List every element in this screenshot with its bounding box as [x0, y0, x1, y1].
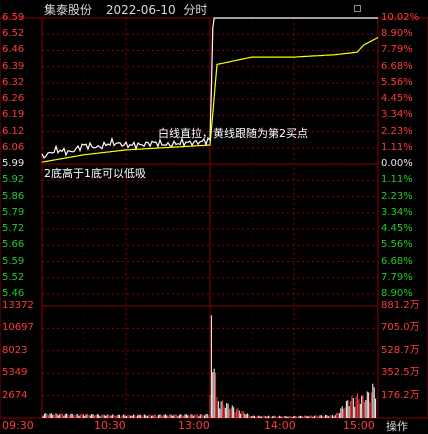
price-tick-label: 5.72 [2, 223, 25, 235]
time-tick-label: 14:00 [264, 419, 296, 432]
percent-tick-label: 7.79% [381, 271, 413, 283]
price-tick-label: 6.26 [2, 93, 25, 105]
time-tick-label: 09:30 [2, 419, 34, 432]
price-tick-label: 6.39 [2, 60, 25, 72]
percent-tick-label: 0.00% [381, 158, 413, 170]
volume-tick-label: 5349 [2, 367, 28, 379]
percent-tick-label: 4.45% [381, 93, 413, 105]
percent-tick-label: 3.34% [381, 109, 413, 121]
price-tick-label: 5.92 [2, 174, 25, 186]
operate-button[interactable]: 操作 [386, 420, 408, 433]
volume-amount-label: 176.2万 [381, 389, 420, 401]
percent-tick-label: 6.68% [381, 60, 413, 72]
chart-mode: 分时 [183, 3, 208, 17]
price-tick-label: 6.06 [2, 141, 25, 153]
price-tick-label: 5.52 [2, 271, 25, 283]
time-tick-label: 15:00 [343, 419, 375, 432]
volume-amount-label: 352.5万 [381, 367, 420, 379]
price-tick-label: 5.66 [2, 239, 25, 251]
price-tick-label: 5.79 [2, 206, 25, 218]
volume-tick-label: 13372 [2, 300, 34, 311]
percent-tick-label: 2.23% [381, 125, 413, 137]
percent-tick-label: 4.45% [381, 223, 413, 235]
toggle-square-icon[interactable] [354, 5, 361, 12]
percent-tick-label: 7.79% [381, 44, 413, 56]
volume-tick-label: 2674 [2, 389, 28, 401]
volume-tick-label: 10697 [2, 322, 34, 334]
percent-tick-label: 5.56% [381, 76, 413, 88]
percent-tick-label: 5.56% [381, 239, 413, 251]
percent-tick-label: 2.23% [381, 190, 413, 202]
chart-date: 2022-06-10 [105, 3, 176, 17]
price-tick-label: 6.19 [2, 109, 25, 121]
price-tick-label: 6.46 [2, 44, 25, 56]
volume-amount-label: 881.2万 [381, 300, 420, 311]
annotation-upper: 白线直拉，黄线跟随为第2买点 [158, 127, 308, 140]
price-tick-label: 5.59 [2, 255, 25, 267]
price-tick-label: 6.59 [2, 12, 25, 23]
percent-tick-label: 1.11% [381, 141, 413, 153]
time-tick-label: 13:00 [178, 419, 210, 432]
percent-tick-label: 8.90% [381, 28, 413, 40]
chart-border [0, 17, 428, 419]
chart-title: 集泰股份 2022-06-10 分时 [44, 1, 217, 18]
volume-amount-label: 528.7万 [381, 344, 420, 356]
price-line [41, 17, 378, 159]
volume-amount-label: 705.0万 [381, 322, 420, 334]
volume-tick-label: 8023 [2, 344, 28, 356]
percent-tick-label: 8.90% [381, 288, 413, 299]
percent-tick-label: 10.02% [381, 12, 420, 23]
price-tick-label: 5.46 [2, 288, 25, 299]
time-tick-label: 10:30 [94, 419, 126, 432]
price-tick-label: 5.99 [2, 158, 25, 170]
stock-name: 集泰股份 [44, 3, 93, 17]
price-tick-label: 6.52 [2, 28, 25, 40]
annotation-lower: 2底高于1底可以低吸 [44, 167, 146, 180]
percent-tick-label: 3.34% [381, 206, 413, 218]
percent-tick-label: 6.68% [381, 255, 413, 267]
price-tick-label: 5.86 [2, 190, 25, 202]
average-price-line [41, 36, 379, 163]
price-tick-label: 6.32 [2, 76, 25, 88]
percent-tick-label: 1.11% [381, 174, 413, 186]
price-tick-label: 6.12 [2, 125, 25, 137]
